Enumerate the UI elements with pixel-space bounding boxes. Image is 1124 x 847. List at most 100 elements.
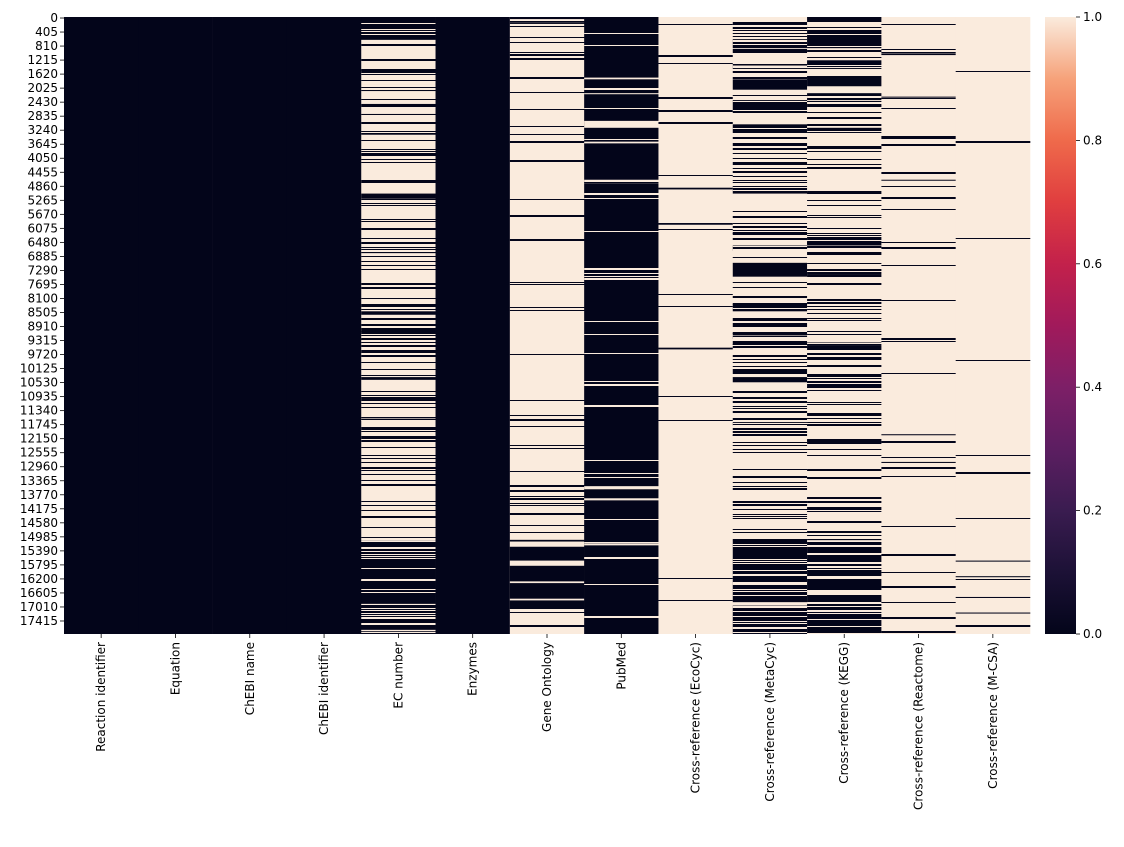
y-tick-label: 7290 [27, 263, 58, 277]
heatmap-stripe [732, 308, 808, 309]
heatmap-stripe [732, 355, 808, 357]
heatmap-stripe [361, 505, 436, 506]
heatmap-stripe [807, 353, 882, 354]
heatmap-stripe [807, 146, 882, 147]
heatmap-stripe [361, 468, 436, 469]
heatmap-stripe [807, 563, 882, 564]
y-tick-label: 14175 [20, 502, 58, 516]
heatmap-cell-block [732, 100, 808, 111]
heatmap-stripe [361, 551, 436, 552]
heatmap-stripe [732, 575, 808, 576]
heatmap-stripe [732, 341, 808, 343]
heatmap-stripe [732, 627, 808, 629]
heatmap-cell-block [361, 91, 436, 104]
heatmap-stripe [732, 482, 808, 483]
heatmap-stripe [807, 241, 882, 242]
heatmap-stripe [732, 186, 808, 187]
x-tick-label: Gene Ontology [540, 642, 554, 732]
heatmap-stripe [807, 387, 882, 388]
heatmap-stripe [509, 471, 585, 472]
heatmap-stripe [955, 455, 1031, 456]
heatmap-column [64, 17, 139, 634]
heatmap-stripe [732, 372, 808, 374]
heatmap-stripe [361, 568, 436, 569]
heatmap-cell-block [361, 629, 436, 632]
heatmap-stripe [807, 57, 882, 58]
heatmap-stripe [807, 215, 882, 216]
heatmap-stripe [807, 164, 882, 165]
heatmap-stripe [732, 171, 808, 172]
heatmap-cell-block [361, 39, 436, 85]
heatmap-stripe [732, 469, 808, 470]
heatmap-stripe [361, 203, 436, 204]
heatmap-stripe [807, 124, 882, 125]
colorbar-tick-label: 0.2 [1083, 504, 1102, 518]
heatmap-stripe [584, 278, 659, 279]
heatmap-stripe [584, 268, 659, 270]
heatmap-stripe [361, 90, 436, 91]
heatmap-cell-block [584, 486, 659, 490]
heatmap-stripe [361, 375, 436, 376]
heatmap-stripe [658, 24, 734, 25]
heatmap-stripe [732, 561, 808, 562]
heatmap-stripe [732, 452, 808, 453]
heatmap-stripe [361, 580, 436, 581]
heatmap-stripe [807, 590, 882, 592]
heatmap-stripe [807, 610, 882, 612]
heatmap-stripe [361, 29, 436, 30]
heatmap-stripe [361, 269, 436, 270]
heatmap-stripe [361, 474, 436, 475]
x-tick-label: Cross-reference (MetaCyc) [763, 642, 777, 802]
heatmap-stripe [807, 498, 882, 499]
heatmap-stripe [658, 55, 734, 57]
heatmap-stripe [807, 34, 882, 35]
heatmap-cell-block [732, 605, 808, 634]
heatmap-stripe [732, 52, 808, 53]
heatmap-stripe [361, 436, 436, 437]
heatmap-stripe [807, 334, 882, 335]
heatmap-stripe [732, 180, 808, 181]
heatmap-stripe [732, 234, 808, 235]
heatmap-stripe [361, 431, 436, 432]
heatmap-stripe [881, 441, 956, 443]
heatmap-cell-block [807, 60, 882, 69]
heatmap-cell-block [212, 17, 288, 634]
heatmap-stripe [584, 33, 659, 34]
heatmap-stripe [807, 104, 882, 105]
heatmap-stripe [361, 395, 436, 396]
heatmap-stripe [361, 140, 436, 141]
heatmap-cell-block [509, 598, 585, 601]
heatmap-stripe [658, 420, 734, 421]
heatmap-stripe [807, 567, 882, 568]
heatmap-stripe [658, 175, 734, 176]
heatmap-stripe [732, 44, 808, 45]
heatmap-cell-block [658, 223, 734, 225]
heatmap-stripe [584, 405, 659, 407]
y-tick-label: 9315 [27, 334, 58, 348]
x-tick-label: ChEBI name [243, 642, 257, 715]
heatmap-stripe [881, 108, 956, 109]
heatmap-stripe [732, 64, 808, 65]
heatmap-cell-block [584, 17, 659, 634]
heatmap-stripe [361, 362, 436, 363]
heatmap-stripe [807, 539, 882, 540]
y-tick-label: 8100 [27, 291, 58, 305]
heatmap-stripe [807, 269, 882, 271]
heatmap-stripe [732, 153, 808, 154]
x-tick-label: PubMed [614, 642, 628, 690]
heatmap-stripe [881, 265, 956, 266]
heatmap-stripe [807, 442, 882, 443]
heatmap-stripe [361, 438, 436, 439]
heatmap-stripe [584, 108, 659, 109]
heatmap-stripe [361, 617, 436, 619]
heatmap-stripe [732, 164, 808, 165]
heatmap-stripe [584, 198, 659, 199]
heatmap-stripe [361, 298, 436, 299]
heatmap-stripe [658, 306, 734, 307]
heatmap-stripe [881, 338, 956, 340]
y-tick-label: 11745 [20, 418, 58, 432]
heatmap-stripe [509, 239, 585, 240]
heatmap-cell-block [955, 612, 1031, 614]
heatmap-stripe [361, 592, 436, 593]
heatmap-stripe [361, 558, 436, 559]
